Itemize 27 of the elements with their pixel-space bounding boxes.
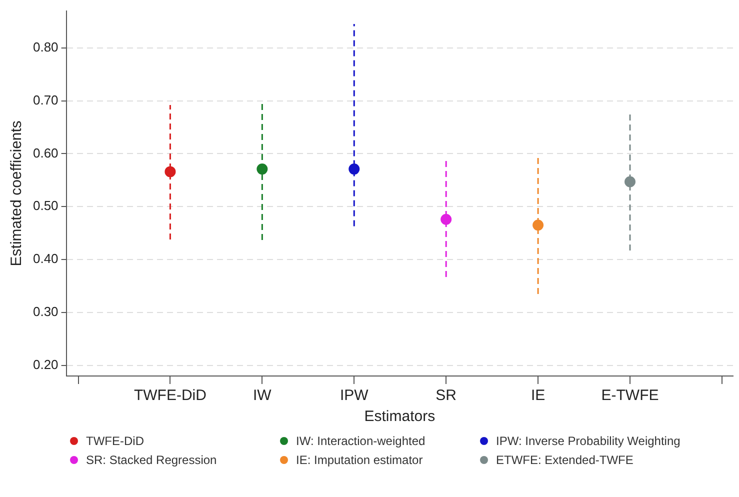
legend-label: IW: Interaction-weighted (296, 434, 426, 448)
legend-label: ETWFE: Extended-TWFE (496, 453, 634, 467)
x-axis-title: Estimators (364, 408, 436, 426)
y-tick-label: 0.80 (32, 39, 58, 54)
x-tick-label: TWFE-DiD (134, 387, 207, 404)
x-tick-label: IE (530, 387, 546, 404)
x-tick-label: IW (253, 387, 272, 404)
y-tick-label: 0.40 (32, 251, 58, 266)
legend-label: IPW: Inverse Probability Weighting (496, 434, 680, 448)
x-tick-label: E-TWFE (601, 387, 659, 404)
point (532, 220, 544, 231)
point (164, 166, 176, 178)
point (440, 214, 452, 225)
legend-label: IE: Imputation estimator (296, 453, 423, 467)
legend-label: TWFE-DiD (86, 434, 144, 448)
y-tick-label: 0.70 (32, 92, 58, 108)
point (256, 164, 268, 175)
y-tick-label: 0.20 (32, 356, 58, 372)
x-tick-label: IPW (340, 387, 370, 404)
y-axis-title: Estimated coefficients (8, 120, 26, 266)
y-tick-label: 0.50 (32, 198, 58, 214)
y-tick-label: 0.30 (32, 304, 58, 320)
point (624, 176, 636, 188)
y-tick-label: 0.60 (32, 145, 58, 160)
point (348, 164, 360, 175)
x-tick-label: SR (436, 387, 457, 404)
legend-label: SR: Stacked Regression (86, 453, 217, 467)
